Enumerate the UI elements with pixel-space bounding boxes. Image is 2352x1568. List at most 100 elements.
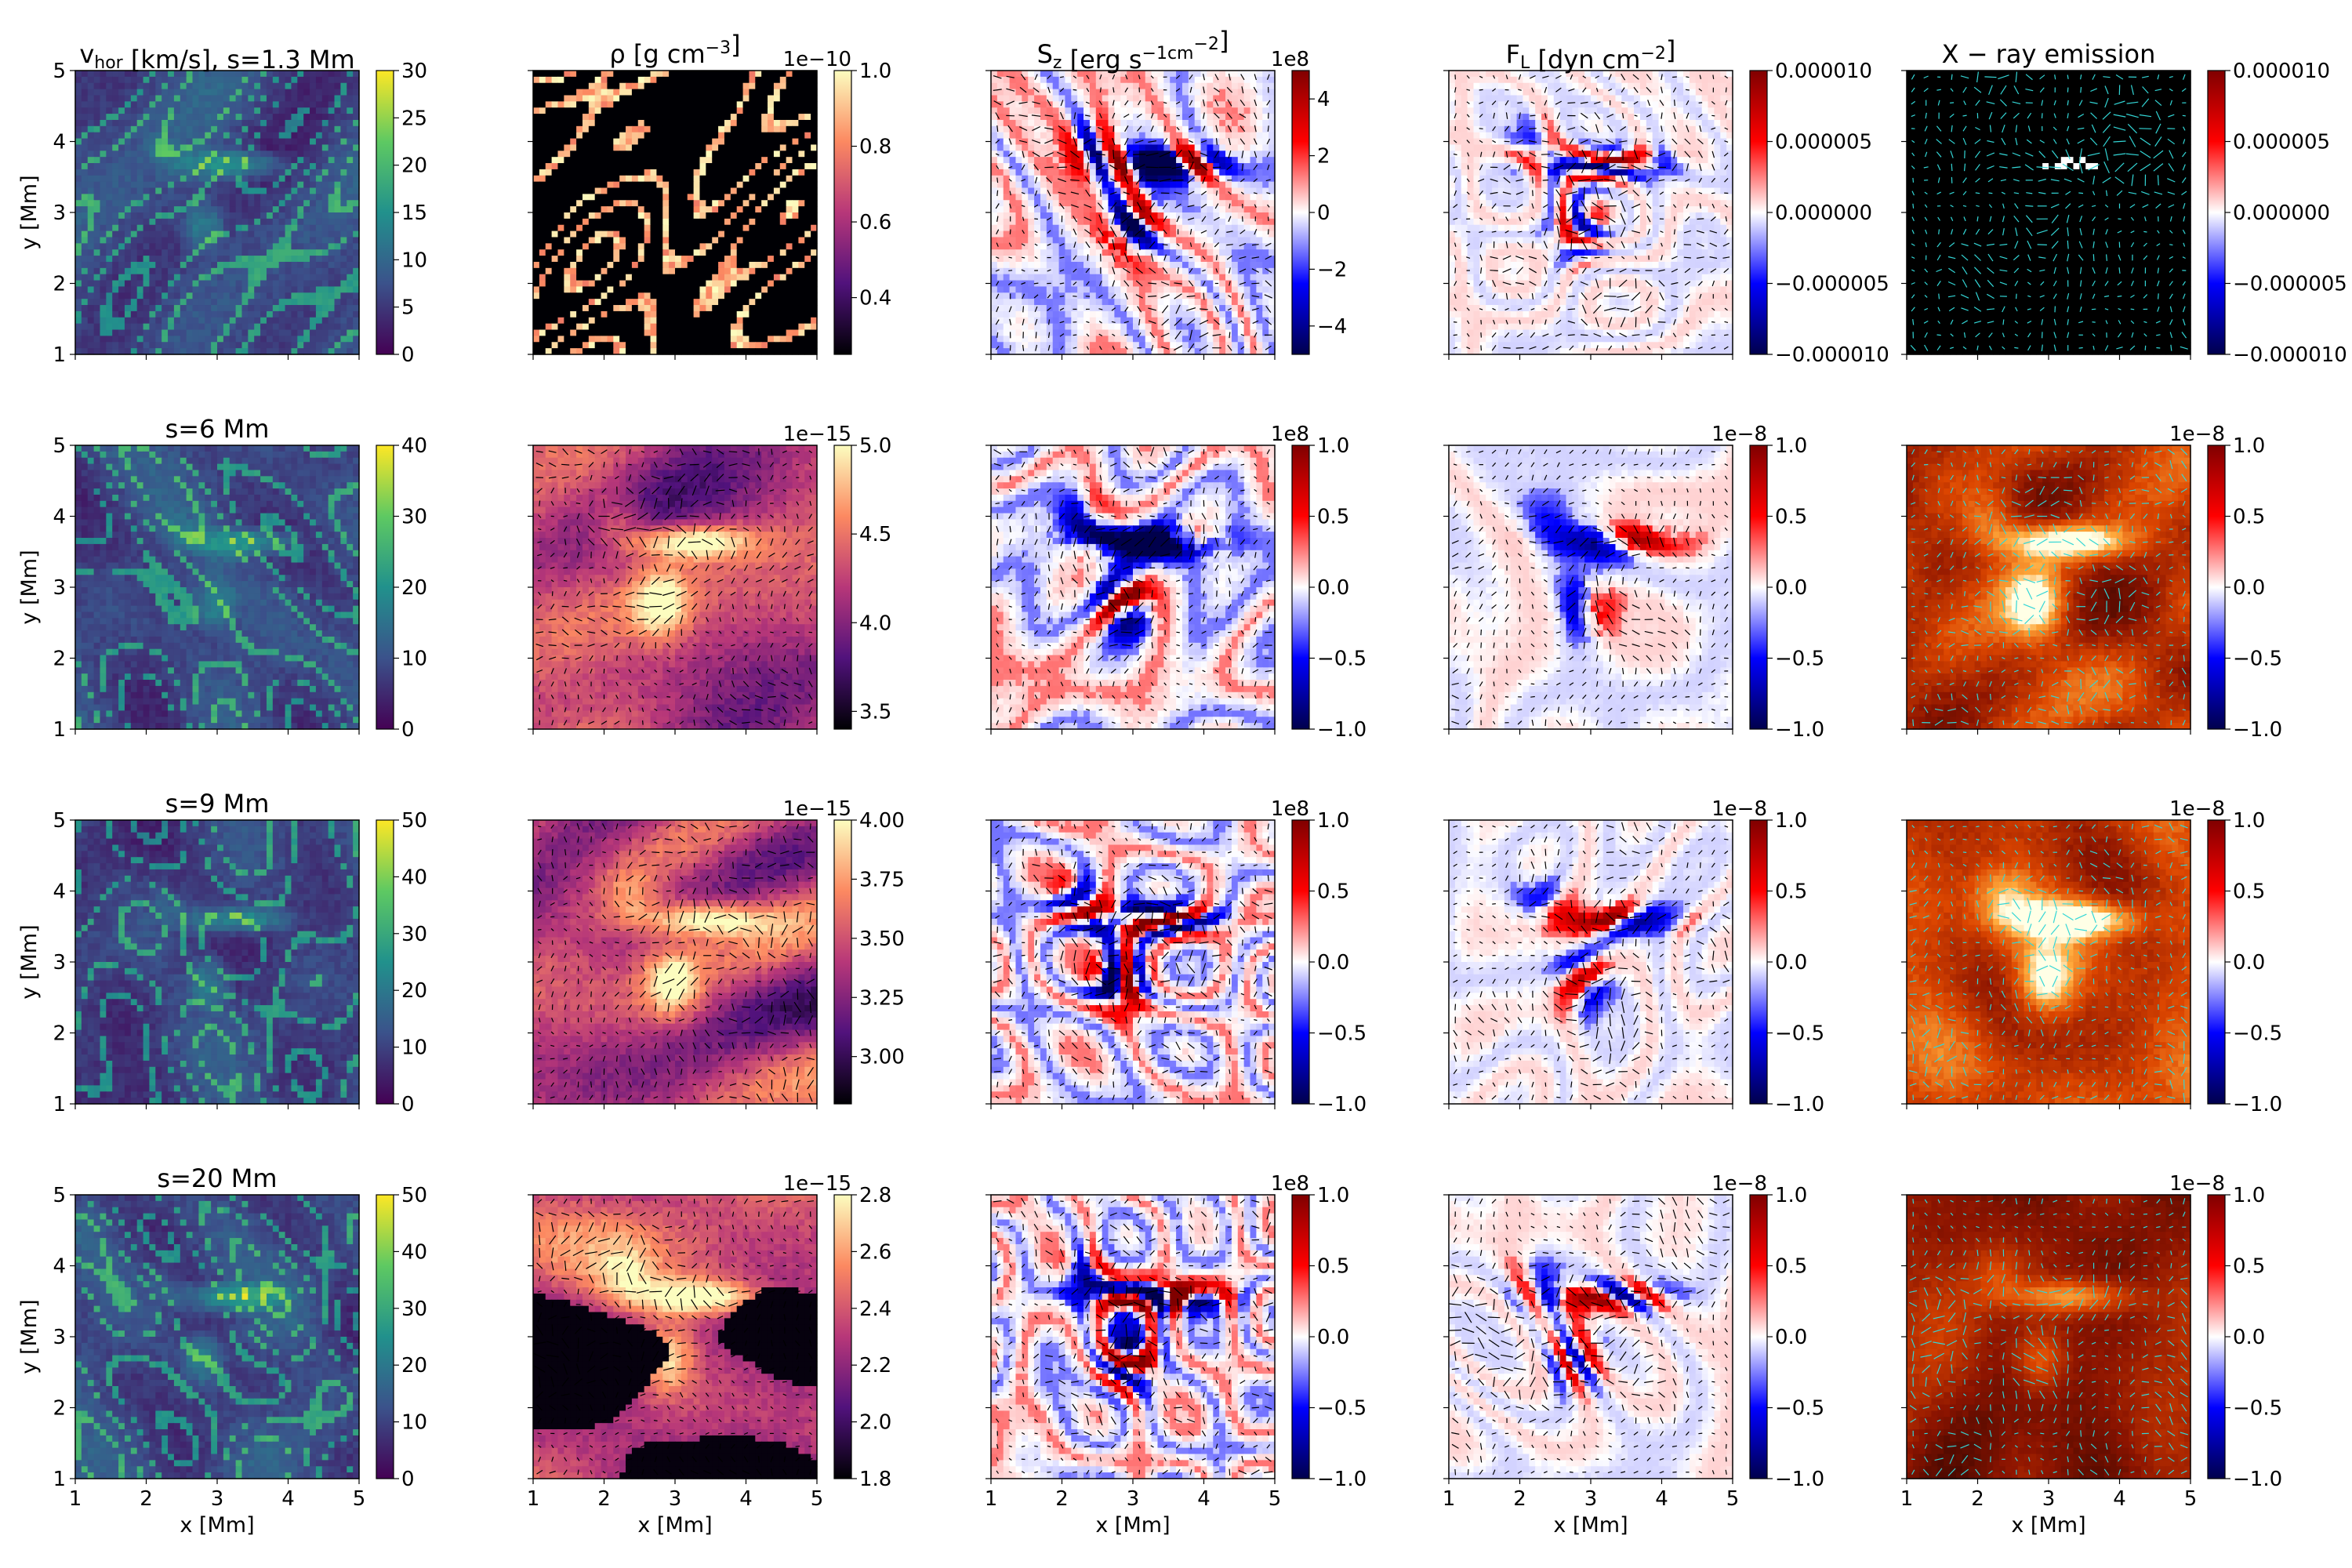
colorbar-tick-label: 40	[401, 434, 427, 458]
x-tick-label: 4	[2113, 1487, 2126, 1511]
colorbar-tick-label: 20	[401, 1354, 427, 1377]
colorbar-tick-label: −1.0	[1317, 718, 1367, 742]
colorbar-tick-label: 0.5	[1775, 506, 1807, 529]
colorbar-offset-label: 1e−10	[783, 48, 851, 71]
panel-r3-c3: −1.0−0.50.00.51.01e−81 2 3 4 5x [Mm]	[1443, 1172, 1824, 1537]
colorbar-tick-label: 2.4	[859, 1298, 891, 1321]
colorbar-offset-label: 1e−15	[783, 1172, 851, 1196]
colorbar-tick-label: 4.0	[859, 612, 891, 635]
x-tick-label: 5	[811, 1487, 824, 1511]
x-tick-label: 2	[597, 1487, 611, 1511]
x-axis-label: x [Mm]	[1553, 1513, 1628, 1537]
heatmap-image	[991, 445, 1276, 730]
colorbar	[1750, 1195, 1767, 1479]
colorbar-tick-label: −0.5	[2233, 1022, 2282, 1046]
colorbar	[1750, 820, 1767, 1104]
colorbar-tick-label: −0.5	[2233, 1397, 2282, 1421]
colorbar-offset-label: 1e−8	[1711, 423, 1767, 446]
y-tick-label: 5	[53, 60, 66, 83]
heatmap-image	[75, 445, 360, 730]
heatmap-image	[75, 71, 360, 355]
colorbar-tick-label: 0.000005	[1775, 131, 1872, 154]
x-tick-label: 4	[281, 1487, 295, 1511]
y-axis-label: y [Mm]	[17, 175, 42, 249]
y-tick-label: 5	[53, 434, 66, 458]
colorbar-tick-label: 0.000000	[2233, 201, 2330, 225]
colorbar-tick-label: 10	[401, 249, 427, 272]
heatmap-image	[1449, 820, 1733, 1105]
heatmap-image	[533, 71, 818, 355]
panel-title: FL [dyn cm−2]	[1506, 35, 1676, 74]
colorbar-tick-label: 0.0	[1775, 951, 1807, 975]
x-tick-label: 3	[1127, 1487, 1140, 1511]
colorbar-tick-label: 20	[401, 576, 427, 600]
heatmap-image	[1907, 820, 2191, 1105]
x-tick-label: 1	[1443, 1487, 1456, 1511]
y-tick-label: 4	[53, 1255, 66, 1279]
panel-r3-c1: 1.82.02.22.42.62.81e−151 2 3 4 5x [Mm]	[527, 1172, 892, 1537]
y-tick-label: 3	[53, 201, 66, 225]
x-tick-label: 1	[527, 1487, 540, 1511]
x-axis-label: x [Mm]	[637, 1513, 712, 1537]
y-tick-label: 2	[53, 648, 66, 671]
x-tick-label: 2	[1055, 1487, 1069, 1511]
colorbar	[1292, 71, 1309, 354]
colorbar-tick-label: 10	[401, 648, 427, 671]
colorbar-tick-label: 0.5	[1317, 1255, 1349, 1279]
colorbar	[2208, 445, 2225, 729]
x-tick-label: 3	[211, 1487, 224, 1511]
colorbar-tick-label: 20	[401, 154, 427, 178]
colorbar-tick-label: 2	[1317, 145, 1330, 169]
heatmap-image	[991, 820, 1276, 1105]
panel-r3-c4: −1.0−0.50.00.51.01e−81 2 3 4 5x [Mm]	[1900, 1172, 2282, 1537]
colorbar	[834, 1195, 851, 1479]
colorbar-tick-label: 5.0	[859, 434, 891, 458]
heatmap-image	[1907, 445, 2191, 730]
colorbar-tick-label: 3.75	[859, 868, 905, 891]
x-tick-label: 4	[1655, 1487, 1668, 1511]
colorbar-tick-label: 2.6	[859, 1240, 891, 1264]
colorbar-tick-label: 0	[401, 1093, 415, 1116]
colorbar-tick-label: 50	[401, 809, 427, 833]
colorbar-tick-label: 1.0	[1317, 809, 1349, 833]
colorbar-tick-label: −0.000010	[1775, 343, 1889, 367]
heatmap-image	[1449, 445, 1733, 730]
x-tick-label: 5	[2184, 1487, 2198, 1511]
y-tick-label: 3	[53, 951, 66, 975]
y-tick-label: 1	[53, 1093, 66, 1116]
colorbar-tick-label: 0.6	[859, 211, 891, 234]
colorbar-tick-label: 3.25	[859, 986, 905, 1010]
y-tick-label: 1	[53, 1468, 66, 1491]
colorbar-tick-label: −1.0	[2233, 1468, 2282, 1491]
colorbar-tick-label: 0.000010	[1775, 60, 1872, 83]
panel-r2-c3: −1.0−0.50.00.51.01e−8	[1443, 797, 1824, 1116]
colorbar	[1750, 71, 1767, 354]
colorbar-tick-label: 15	[401, 201, 427, 225]
x-tick-label: 2	[1513, 1487, 1526, 1511]
colorbar-tick-label: −1.0	[2233, 1093, 2282, 1116]
x-tick-label: 2	[1971, 1487, 1984, 1511]
colorbar	[1292, 445, 1309, 729]
colorbar-tick-label: 0.5	[2233, 880, 2265, 904]
y-tick-label: 4	[53, 506, 66, 529]
x-tick-label: 5	[353, 1487, 366, 1511]
colorbar-tick-label: 0.5	[1317, 506, 1349, 529]
x-tick-label: 1	[69, 1487, 82, 1511]
colorbar-tick-label: 0	[401, 1468, 415, 1491]
colorbar-tick-label: 0.0	[2233, 951, 2265, 975]
colorbar-tick-label: −2	[1317, 258, 1347, 281]
panel-r1-c4: −1.0−0.50.00.51.01e−8	[1901, 423, 2282, 742]
heatmap-image	[1449, 1195, 1733, 1479]
panel-title: s=6 Mm	[165, 414, 270, 444]
colorbar-tick-label: −0.000005	[2233, 273, 2347, 296]
panel-title: Sz [erg s−1cm−2]	[1037, 26, 1229, 74]
colorbar	[376, 820, 394, 1104]
colorbar-tick-label: 0	[401, 343, 415, 367]
y-tick-label: 3	[53, 576, 66, 600]
colorbar-tick-label: 10	[401, 1411, 427, 1435]
